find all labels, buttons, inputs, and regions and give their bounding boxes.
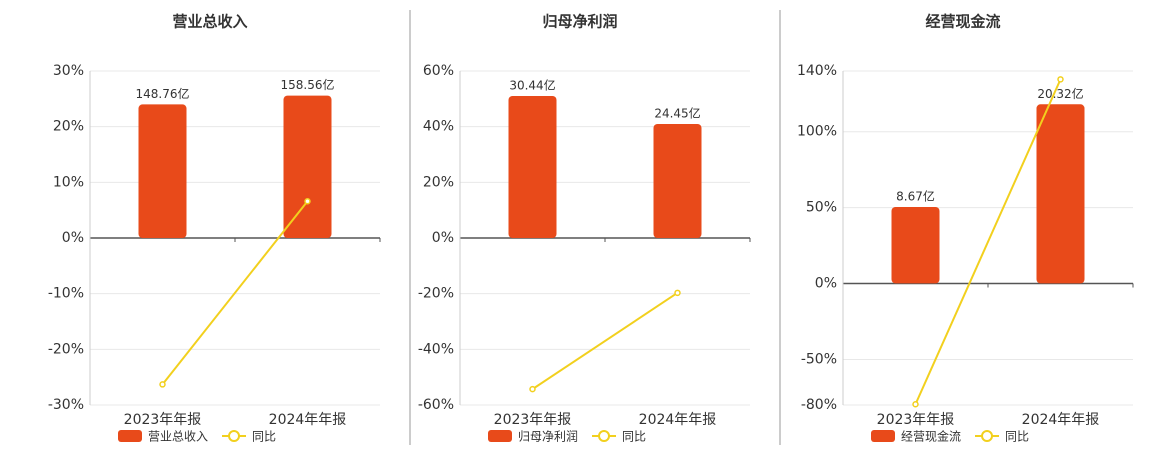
y-tick-label: -40%	[418, 341, 454, 357]
line	[161, 200, 309, 386]
line-point	[674, 289, 681, 297]
bar-label: 24.45亿	[654, 105, 700, 120]
chart-title: 经营现金流	[925, 13, 1000, 31]
x-tick-label: 2023年年报	[877, 412, 955, 428]
y-tick-label: -30%	[48, 397, 84, 413]
legend-swatch	[488, 430, 512, 442]
bar-label: 8.67亿	[896, 188, 935, 203]
chart-title: 营业总收入	[172, 13, 247, 31]
legend-swatch	[118, 430, 142, 442]
y-tick-label: -60%	[418, 397, 454, 413]
x-tick-label: 2024年年报	[639, 412, 717, 428]
bar	[138, 104, 187, 238]
y-tick-label: 40%	[423, 119, 454, 135]
y-tick-label: -10%	[48, 286, 84, 302]
bar-label: 30.44亿	[509, 78, 555, 93]
y-tick-label: -20%	[418, 286, 454, 302]
legend-marker	[598, 430, 611, 442]
y-tick-label: 60%	[423, 63, 454, 79]
y-tick-label: 50%	[806, 200, 837, 216]
y-tick-label: -20%	[48, 341, 84, 357]
bar	[1036, 104, 1085, 284]
x-tick-label: 2024年年报	[269, 412, 347, 428]
y-tick-label: -50%	[801, 351, 837, 367]
line-point	[912, 400, 919, 408]
bar-label: 148.76亿	[136, 86, 190, 101]
legend-label: 同比	[622, 430, 646, 444]
y-tick-label: 0%	[432, 230, 454, 246]
y-tick-label: 0%	[815, 276, 837, 292]
line-point	[529, 385, 536, 393]
legend-marker	[981, 430, 994, 442]
x-tick-label: 2023年年报	[124, 412, 202, 428]
bar-label: 20.32亿	[1037, 86, 1083, 101]
legend-label: 同比	[252, 430, 276, 444]
line-point	[159, 381, 166, 388]
y-tick-label: 20%	[53, 119, 84, 135]
legend-label: 经营现金流	[901, 429, 961, 444]
line-point	[304, 198, 311, 205]
y-tick-label: -80%	[801, 397, 837, 413]
y-tick-label: 10%	[53, 174, 84, 190]
line-point	[1057, 76, 1064, 83]
y-tick-label: 100%	[797, 124, 837, 140]
legend-label: 归母净利润	[518, 430, 578, 444]
y-tick-label: 0%	[62, 230, 84, 246]
bar	[508, 96, 557, 238]
legend-swatch	[871, 430, 895, 442]
y-tick-label: 30%	[53, 63, 84, 79]
x-tick-label: 2024年年报	[1022, 412, 1100, 428]
legend-label: 营业总收入	[148, 430, 208, 444]
chart-title: 归母净利润	[542, 13, 617, 31]
bar	[283, 95, 332, 238]
x-tick-label: 2023年年报	[494, 412, 572, 428]
line	[914, 78, 1062, 405]
y-tick-label: 20%	[423, 174, 454, 190]
legend-marker	[228, 430, 241, 442]
legend-label: 同比	[1005, 430, 1029, 444]
bar-label: 158.56亿	[281, 77, 335, 92]
line	[531, 291, 679, 390]
bar	[891, 206, 940, 284]
y-tick-label: 140%	[797, 63, 837, 79]
bar	[653, 123, 702, 238]
